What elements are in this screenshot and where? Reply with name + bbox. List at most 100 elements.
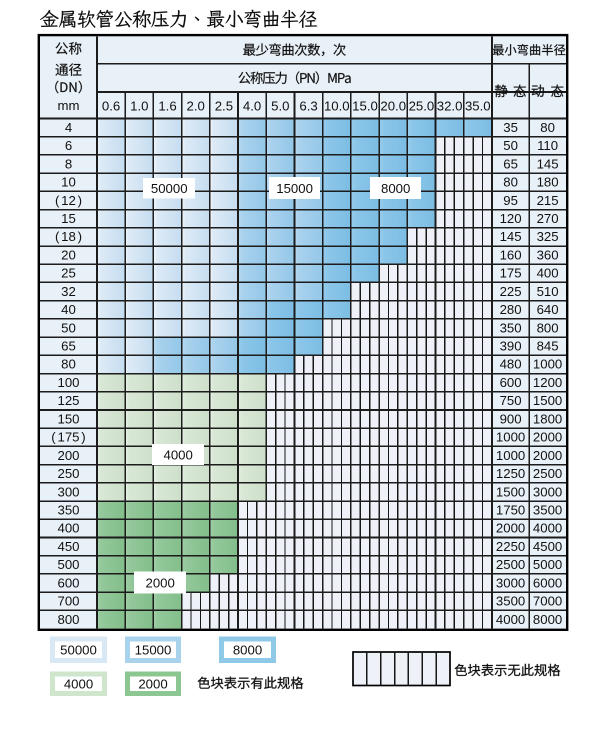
svg-text:175: 175 (500, 266, 522, 281)
svg-text:400: 400 (537, 266, 559, 281)
svg-text:80: 80 (61, 357, 76, 372)
svg-text:25: 25 (61, 266, 76, 281)
svg-text:2500: 2500 (496, 557, 525, 572)
svg-text:2000: 2000 (138, 677, 167, 692)
svg-text:700: 700 (57, 594, 79, 609)
svg-text:8000: 8000 (533, 612, 562, 627)
svg-text:1500: 1500 (533, 393, 562, 408)
svg-text:450: 450 (57, 539, 79, 554)
svg-text:3000: 3000 (533, 484, 562, 499)
svg-text:145: 145 (500, 229, 522, 244)
svg-text:4000: 4000 (64, 677, 93, 692)
svg-text:150: 150 (57, 411, 79, 426)
svg-text:8000: 8000 (381, 181, 410, 196)
svg-text:600: 600 (57, 575, 79, 590)
svg-text:120: 120 (500, 211, 522, 226)
svg-text:400: 400 (57, 521, 79, 536)
svg-text:65: 65 (503, 156, 518, 171)
svg-text:6000: 6000 (533, 575, 562, 590)
svg-text:350: 350 (500, 320, 522, 335)
svg-text:800: 800 (537, 320, 559, 335)
svg-text:145: 145 (537, 156, 559, 171)
svg-text:280: 280 (500, 302, 522, 317)
svg-text:200: 200 (57, 448, 79, 463)
svg-text:32.0: 32.0 (437, 98, 463, 113)
svg-text:(12): (12) (55, 193, 82, 208)
svg-text:2500: 2500 (533, 466, 562, 481)
svg-text:1000: 1000 (533, 357, 562, 372)
svg-text:480: 480 (500, 357, 522, 372)
svg-text:4500: 4500 (533, 539, 562, 554)
svg-text:160: 160 (500, 247, 522, 262)
svg-text:900: 900 (500, 411, 522, 426)
svg-text:80: 80 (503, 175, 518, 190)
svg-text:180: 180 (537, 175, 559, 190)
svg-text:4000: 4000 (496, 612, 525, 627)
svg-text:500: 500 (57, 557, 79, 572)
svg-text:845: 845 (537, 339, 559, 354)
svg-text:8: 8 (65, 156, 72, 171)
svg-text:5.0: 5.0 (271, 98, 289, 113)
svg-text:50000: 50000 (151, 181, 188, 196)
svg-text:215: 215 (537, 193, 559, 208)
svg-text:2.0: 2.0 (187, 98, 205, 113)
svg-text:1.0: 1.0 (130, 98, 148, 113)
svg-text:65: 65 (61, 339, 76, 354)
svg-text:50000: 50000 (60, 643, 97, 658)
svg-text:20.0: 20.0 (380, 98, 406, 113)
svg-text:4000: 4000 (164, 448, 193, 463)
svg-text:640: 640 (537, 302, 559, 317)
svg-text:2.5: 2.5 (215, 98, 233, 113)
svg-text:350: 350 (57, 503, 79, 518)
svg-text:0.6: 0.6 (102, 98, 120, 113)
svg-text:40: 40 (61, 302, 76, 317)
svg-text:110: 110 (537, 138, 558, 153)
svg-text:250: 250 (57, 466, 79, 481)
svg-text:1250: 1250 (496, 466, 525, 481)
svg-text:100: 100 (57, 375, 79, 390)
svg-text:15.0: 15.0 (352, 98, 378, 113)
svg-text:1750: 1750 (496, 503, 525, 518)
svg-text:7000: 7000 (533, 594, 562, 609)
svg-text:2000: 2000 (496, 521, 525, 536)
svg-text:15000: 15000 (135, 643, 172, 658)
svg-text:35.0: 35.0 (465, 98, 491, 113)
svg-text:1000: 1000 (496, 430, 525, 445)
svg-text:800: 800 (57, 612, 79, 627)
svg-text:750: 750 (500, 393, 522, 408)
svg-text:2000: 2000 (146, 575, 175, 590)
svg-text:mm: mm (58, 98, 80, 113)
svg-text:2000: 2000 (533, 448, 562, 463)
svg-text:225: 225 (500, 284, 522, 299)
svg-text:50: 50 (503, 138, 518, 153)
svg-text:25.0: 25.0 (409, 98, 435, 113)
svg-text:15000: 15000 (276, 181, 313, 196)
svg-text:10.0: 10.0 (324, 98, 350, 113)
svg-text:6.3: 6.3 (299, 98, 317, 113)
svg-text:6: 6 (65, 138, 72, 153)
svg-text:(175): (175) (51, 430, 85, 445)
svg-text:8000: 8000 (233, 643, 262, 658)
svg-text:4000: 4000 (533, 521, 562, 536)
svg-text:2250: 2250 (496, 539, 525, 554)
svg-text:1.6: 1.6 (158, 98, 176, 113)
svg-text:2000: 2000 (533, 430, 562, 445)
svg-text:325: 325 (537, 229, 559, 244)
svg-text:390: 390 (500, 339, 522, 354)
svg-text:4: 4 (65, 120, 72, 135)
svg-text:1000: 1000 (496, 448, 525, 463)
svg-text:50: 50 (61, 320, 76, 335)
svg-text:4.0: 4.0 (243, 98, 261, 113)
svg-text:3500: 3500 (533, 503, 562, 518)
svg-text:35: 35 (503, 120, 518, 135)
svg-text:270: 270 (537, 211, 559, 226)
svg-text:600: 600 (500, 375, 522, 390)
svg-text:300: 300 (57, 484, 79, 499)
svg-text:1500: 1500 (496, 484, 525, 499)
svg-text:360: 360 (537, 247, 559, 262)
svg-text:510: 510 (537, 284, 559, 299)
svg-text:3500: 3500 (496, 594, 525, 609)
svg-text:15: 15 (61, 211, 76, 226)
svg-text:3000: 3000 (496, 575, 525, 590)
svg-text:10: 10 (61, 175, 76, 190)
